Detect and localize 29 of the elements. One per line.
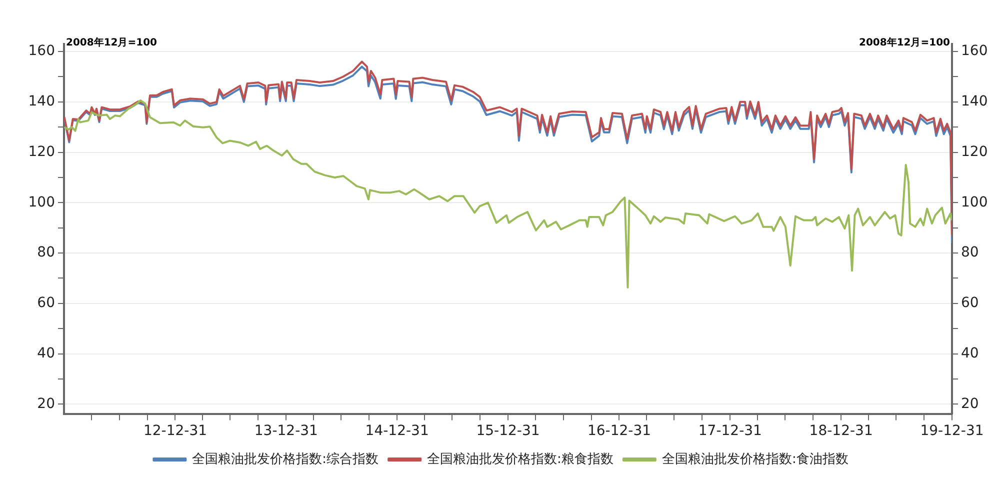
y-tick-label: 100 xyxy=(28,194,55,210)
y-axis-title: 2008年12月=100 xyxy=(66,36,158,49)
x-tick-label: 17-12-31 xyxy=(698,423,762,440)
x-tick-label: 18-12-31 xyxy=(809,423,873,440)
y-tick-label: 20 xyxy=(37,396,55,412)
legend-label: 全国粮油批发价格指数:食油指数 xyxy=(662,452,848,467)
y2-tick-label: 100 xyxy=(961,194,988,210)
legend-label: 全国粮油批发价格指数:粮食指数 xyxy=(427,452,614,467)
x-tick-label: 13-12-31 xyxy=(254,423,318,440)
y-tick-label: 120 xyxy=(28,144,55,160)
y-tick-label: 60 xyxy=(37,295,55,312)
y-tick-label: 160 xyxy=(28,43,55,60)
x-tick-label: 15-12-31 xyxy=(476,423,540,440)
y2-tick-label: 80 xyxy=(961,244,979,261)
y2-tick-label: 40 xyxy=(961,345,979,362)
legend-label: 全国粮油批发价格指数:综合指数 xyxy=(192,452,379,467)
y-tick-label: 40 xyxy=(37,345,55,362)
y-tick-label: 140 xyxy=(28,94,55,110)
y2-tick-label: 160 xyxy=(961,43,988,60)
y2-tick-label: 120 xyxy=(961,144,988,160)
x-tick-label: 12-12-31 xyxy=(143,423,207,440)
x-tick-label: 16-12-31 xyxy=(587,423,651,440)
y-tick-label: 80 xyxy=(37,244,55,261)
x-tick-label: 19-12-31 xyxy=(920,423,984,440)
y2-tick-label: 60 xyxy=(961,295,979,312)
y2-tick-label: 20 xyxy=(961,396,979,412)
y2-axis-title: 2008年12月=100 xyxy=(858,36,950,49)
y2-tick-label: 140 xyxy=(961,94,988,110)
x-tick-label: 14-12-31 xyxy=(365,423,429,440)
